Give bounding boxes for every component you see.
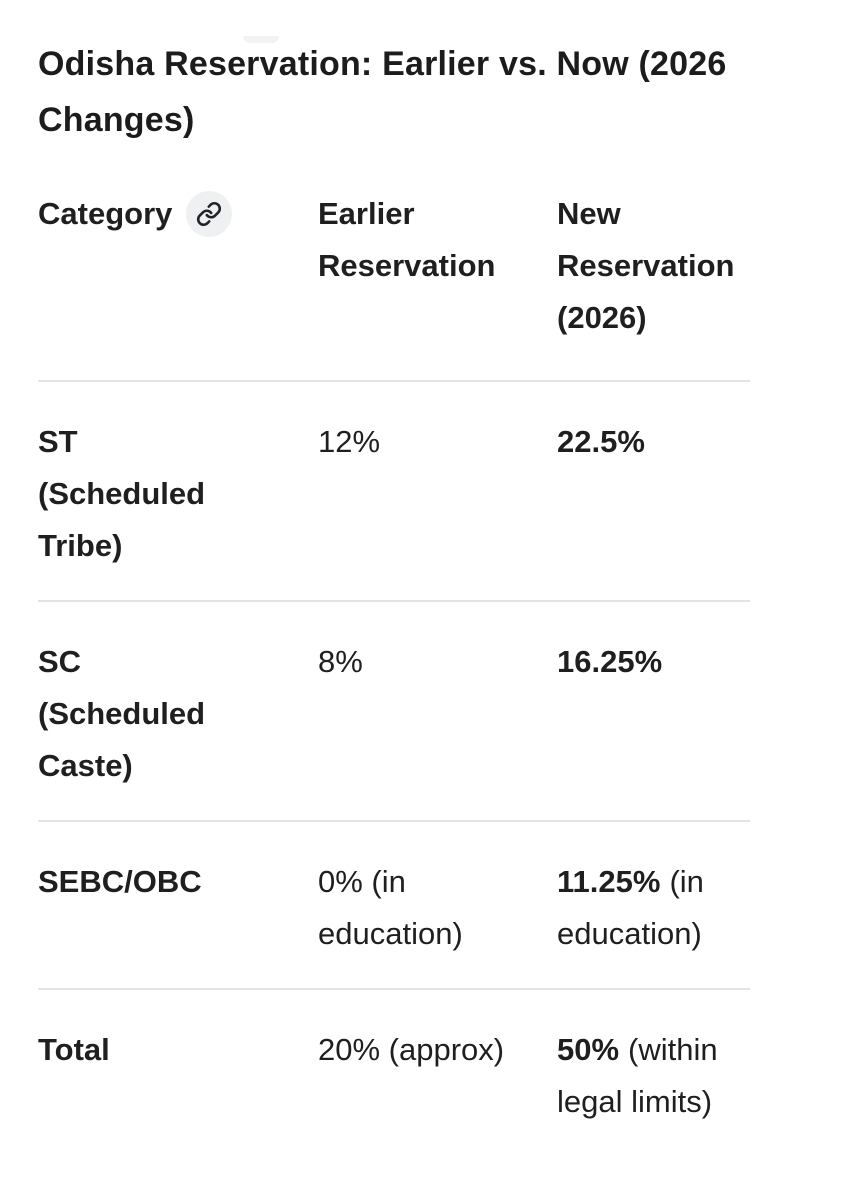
table-row-total: Total 20% (approx) 50% (within legal limi… (38, 988, 750, 1156)
table-row-sc: SC (Scheduled Caste) 8% 16.25% (38, 600, 750, 821)
new-value: 50% (557, 1032, 620, 1067)
table-header-row: Category Earlier Reservation New Reserva… (38, 188, 750, 381)
header-category-label: Category (38, 196, 173, 231)
new-value: 11.25% (557, 864, 661, 899)
cell-earlier: 8% (318, 600, 557, 821)
link-icon[interactable] (186, 191, 233, 237)
cell-category: Total (38, 988, 318, 1156)
cell-earlier: 0% (in education) (318, 820, 557, 989)
cell-earlier: 20% (approx) (318, 988, 557, 1156)
new-value: 22.5% (557, 424, 645, 459)
cell-new: 22.5% (557, 380, 750, 601)
cell-new: 50% (within legal limits) (557, 988, 750, 1156)
header-new-reservation: New Reservation (2026) (557, 196, 735, 335)
table-row-st: ST (Scheduled Tribe) 12% 22.5% (38, 380, 750, 601)
reservation-table: Category Earlier Reservation New Reserva… (38, 188, 750, 1156)
cell-category: SEBC/OBC (38, 820, 318, 989)
new-note: (within legal limits) (557, 1032, 718, 1119)
header-earlier-reservation: Earlier Reservation (318, 196, 496, 283)
cutoff-pill-fragment (243, 36, 279, 43)
cell-new: 11.25% (in education) (557, 820, 750, 989)
cell-category: ST (Scheduled Tribe) (38, 380, 318, 601)
page-title: Odisha Reservation: Earlier vs. Now (202… (38, 45, 727, 139)
cell-category: SC (Scheduled Caste) (38, 600, 318, 821)
table-row-sebc-obc: SEBC/OBC 0% (in education) 11.25% (in edu… (38, 820, 750, 989)
cell-new: 16.25% (557, 600, 750, 821)
header-category: Category (38, 188, 318, 381)
new-note: (in education) (557, 864, 704, 951)
new-value: 16.25% (557, 644, 663, 679)
cell-earlier: 12% (318, 380, 557, 601)
